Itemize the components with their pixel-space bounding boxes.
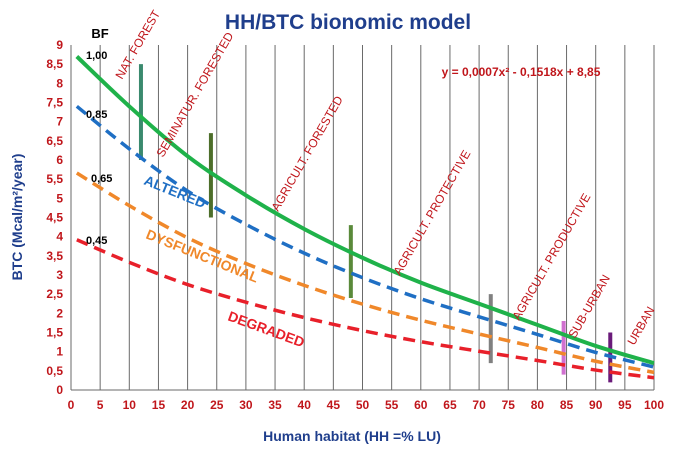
x-tick-label: 100 xyxy=(644,398,664,412)
y-tick-label: 2 xyxy=(56,306,63,320)
y-tick-label: 4,5 xyxy=(46,211,63,225)
series-lines xyxy=(75,55,655,380)
y-tick-label: 5 xyxy=(56,191,63,205)
landscape-type-label: SEMINATUR. FORESTED xyxy=(153,29,236,159)
series-line-0 xyxy=(75,55,655,366)
landscape-type-label: AGRICULT. PROTECTIVE xyxy=(390,148,473,278)
x-tick-label: 20 xyxy=(181,398,195,412)
x-tick-label: 10 xyxy=(123,398,137,412)
bf-labels: 1,00 0,85 0,65 0,45 xyxy=(86,50,112,247)
series-line-2 xyxy=(75,171,655,375)
y-tick-label: 8 xyxy=(56,76,63,90)
landscape-type-label: AGRICULT. PRODUCTIVE xyxy=(509,191,593,323)
y-tick-label: 0,5 xyxy=(46,364,63,378)
bf-label: 0,85 xyxy=(86,109,107,121)
x-tick-label: 45 xyxy=(327,398,341,412)
equation-label: y = 0,0007x² - 0,1518x + 8,85 xyxy=(442,65,601,79)
y-axis-title: BTC (Mcal/m²/year) xyxy=(9,154,25,281)
x-tick-label: 5 xyxy=(97,398,104,412)
axes xyxy=(70,45,654,391)
y-tick-label: 6 xyxy=(56,153,63,167)
y-tick-label: 9 xyxy=(56,38,63,52)
x-tick-label: 30 xyxy=(239,398,253,412)
landscape-type-label: URBAN xyxy=(624,304,657,347)
band-label: ALTERED xyxy=(142,172,208,211)
y-tick-label: 2,5 xyxy=(46,287,63,301)
x-tick-label: 80 xyxy=(531,398,545,412)
x-tick-label: 75 xyxy=(502,398,516,412)
y-tick-label: 8,5 xyxy=(46,57,63,71)
y-tick-label: 4 xyxy=(56,230,63,244)
landscape-type-label: AGRICULT. FORESTED xyxy=(268,93,346,213)
bf-label: 0,65 xyxy=(91,173,112,185)
bf-header: BF xyxy=(91,26,108,41)
bf-label: 1,00 xyxy=(86,50,107,62)
y-tick-labels: 0 0,5 1 1,5 2 2,5 3 3,5 4 4,5 5 5,5 6 6,5 7 7,5 8 8,5 9 xyxy=(46,38,63,397)
x-axis-title: Human habitat (HH =% LU) xyxy=(263,428,441,444)
x-tick-label: 85 xyxy=(560,398,574,412)
x-tick-label: 40 xyxy=(298,398,312,412)
y-tick-label: 7,5 xyxy=(46,96,63,110)
y-tick-label: 3 xyxy=(56,268,63,282)
bf-label: 0,45 xyxy=(86,235,107,247)
x-tick-label: 0 xyxy=(68,398,75,412)
grid xyxy=(99,45,655,390)
y-tick-label: 1,5 xyxy=(46,326,63,340)
landscape-type-label: NAT. FOREST xyxy=(112,7,163,81)
y-tick-label: 3,5 xyxy=(46,249,63,263)
x-tick-label: 50 xyxy=(356,398,370,412)
x-tick-label: 35 xyxy=(268,398,282,412)
y-tick-label: 0 xyxy=(56,383,63,397)
y-tick-label: 7 xyxy=(56,115,63,129)
x-tick-labels: 0 5 10 15 20 25 30 35 40 45 50 55 60 65 70 75 80 85 90 95 10… xyxy=(68,398,665,412)
band-label: DYSFUNCTIONAL xyxy=(144,226,261,286)
y-tick-label: 6,5 xyxy=(46,134,63,148)
x-tick-label: 55 xyxy=(385,398,399,412)
x-tick-label: 90 xyxy=(589,398,603,412)
x-tick-label: 60 xyxy=(414,398,428,412)
y-tick-label: 5,5 xyxy=(46,172,63,186)
x-tick-label: 70 xyxy=(472,398,486,412)
series-line-3 xyxy=(76,238,655,380)
x-tick-label: 65 xyxy=(443,398,457,412)
x-tick-label: 15 xyxy=(152,398,166,412)
y-tick-label: 1 xyxy=(56,345,63,359)
series-line-1 xyxy=(75,104,655,369)
chart-title: HH/BTC bionomic model xyxy=(225,11,471,34)
landscape-type-label: SUB-URBAN xyxy=(565,272,612,340)
x-tick-label: 25 xyxy=(210,398,224,412)
x-tick-label: 95 xyxy=(618,398,632,412)
